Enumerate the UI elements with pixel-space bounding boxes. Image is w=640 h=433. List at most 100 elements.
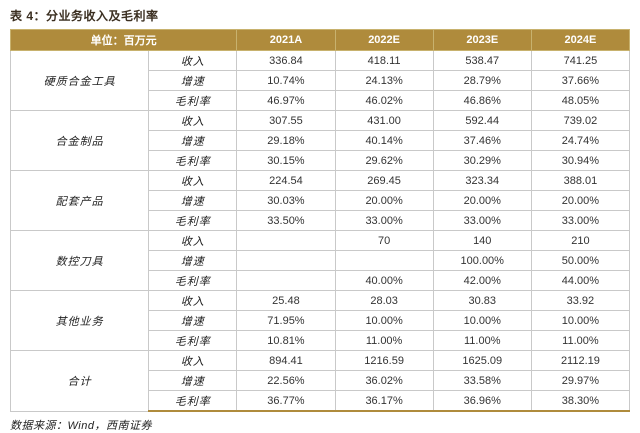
value-cell: 29.18% <box>236 130 336 151</box>
table-row: 增速 30.03% 20.00% 20.00% 20.00% <box>11 190 631 211</box>
table-row: 毛利率 40.00% 42.00% 44.00% <box>11 270 631 291</box>
value-cell: 30.94% <box>530 150 631 171</box>
value-cell: 36.17% <box>334 390 434 412</box>
table-row: 毛利率 10.81% 11.00% 11.00% 11.00% <box>11 330 631 351</box>
value-cell: 739.02 <box>530 110 631 131</box>
value-cell: 28.03 <box>334 290 434 311</box>
metric-cell: 收入 <box>148 110 238 131</box>
value-cell: 24.74% <box>530 130 631 151</box>
value-cell: 894.41 <box>236 350 336 371</box>
metric-cell: 毛利率 <box>148 270 238 291</box>
value-cell: 37.46% <box>432 130 532 151</box>
value-cell: 224.54 <box>236 170 336 191</box>
table-row: 增速 29.18% 40.14% 37.46% 24.74% <box>11 130 631 151</box>
value-cell: 30.83 <box>432 290 532 311</box>
value-cell <box>236 230 336 251</box>
value-cell: 741.25 <box>530 50 631 71</box>
value-cell <box>236 250 336 271</box>
value-cell: 22.56% <box>236 370 336 391</box>
value-cell: 36.77% <box>236 390 336 412</box>
value-cell: 30.15% <box>236 150 336 171</box>
group-name-cell: 合金制品 <box>9 110 150 171</box>
value-cell: 269.45 <box>334 170 434 191</box>
value-cell: 36.02% <box>334 370 434 391</box>
value-cell: 48.05% <box>530 90 631 111</box>
value-cell: 336.84 <box>236 50 336 71</box>
value-cell: 29.97% <box>530 370 631 391</box>
value-cell: 36.96% <box>432 390 532 412</box>
value-cell: 28.79% <box>432 70 532 91</box>
table-row: 毛利率 36.77% 36.17% 36.96% 38.30% <box>11 390 631 412</box>
value-cell: 10.00% <box>432 310 532 331</box>
value-cell: 40.00% <box>334 270 434 291</box>
value-cell: 1216.59 <box>334 350 434 371</box>
value-cell: 33.00% <box>432 210 532 231</box>
value-cell: 40.14% <box>334 130 434 151</box>
value-cell: 33.00% <box>334 210 434 231</box>
value-cell: 10.74% <box>236 70 336 91</box>
group-name-cell: 配套产品 <box>9 170 150 231</box>
value-cell: 46.86% <box>432 90 532 111</box>
value-cell: 46.02% <box>334 90 434 111</box>
value-cell: 29.62% <box>334 150 434 171</box>
table-row: 数控刀具 收入 70 140 210 <box>9 230 631 291</box>
metric-cell: 增速 <box>148 190 238 211</box>
value-cell: 10.00% <box>530 310 631 331</box>
metric-cell: 收入 <box>148 50 238 71</box>
table-title: 表 4：分业务收入及毛利率 <box>10 9 159 23</box>
table-row: 增速 10.74% 24.13% 28.79% 37.66% <box>11 70 631 91</box>
year-header-2022e: 2022E <box>334 29 434 51</box>
metric-cell: 毛利率 <box>148 90 238 111</box>
value-cell: 30.03% <box>236 190 336 211</box>
value-cell <box>236 270 336 291</box>
value-cell: 33.00% <box>530 210 631 231</box>
table-row: 增速 22.56% 36.02% 33.58% 29.97% <box>11 370 631 391</box>
value-cell: 1625.09 <box>432 350 532 371</box>
table-row: 增速 100.00% 50.00% <box>11 250 631 271</box>
metric-cell: 增速 <box>148 370 238 391</box>
metric-cell: 增速 <box>148 130 238 151</box>
value-cell: 11.00% <box>530 330 631 351</box>
value-cell: 10.00% <box>334 310 434 331</box>
metric-cell: 收入 <box>148 290 238 311</box>
value-cell: 323.34 <box>432 170 532 191</box>
value-cell: 2112.19 <box>530 350 631 371</box>
value-cell: 42.00% <box>432 270 532 291</box>
value-cell: 24.13% <box>334 70 434 91</box>
value-cell: 70 <box>334 230 434 251</box>
metric-cell: 增速 <box>148 250 238 271</box>
table-row: 合计 收入 894.41 1216.59 1625.09 2112.19 <box>9 350 631 412</box>
metric-cell: 毛利率 <box>148 330 238 351</box>
value-cell: 140 <box>432 230 532 251</box>
value-cell: 20.00% <box>530 190 631 211</box>
metric-cell: 毛利率 <box>148 390 238 412</box>
metric-cell: 毛利率 <box>148 150 238 171</box>
value-cell: 210 <box>530 230 631 251</box>
value-cell: 538.47 <box>432 50 532 71</box>
year-header-2024e: 2024E <box>530 29 631 51</box>
metric-cell: 毛利率 <box>148 210 238 231</box>
table-row: 其他业务 收入 25.48 28.03 30.83 33.92 <box>9 290 631 351</box>
value-cell: 11.00% <box>334 330 434 351</box>
value-cell: 38.30% <box>530 390 631 412</box>
table-header-row: 单位：百万元 2021A 2022E 2023E 2024E <box>9 29 631 51</box>
value-cell: 37.66% <box>530 70 631 91</box>
value-cell: 20.00% <box>334 190 434 211</box>
metric-cell: 收入 <box>148 170 238 191</box>
value-cell: 431.00 <box>334 110 434 131</box>
year-header-2023e: 2023E <box>432 29 532 51</box>
value-cell: 388.01 <box>530 170 631 191</box>
value-cell: 307.55 <box>236 110 336 131</box>
metric-cell: 增速 <box>148 310 238 331</box>
value-cell <box>334 250 434 271</box>
value-cell: 592.44 <box>432 110 532 131</box>
unit-header-cell: 单位：百万元 <box>9 29 238 51</box>
table-row: 合金制品 收入 307.55 431.00 592.44 739.02 <box>9 110 631 171</box>
year-header-2021a: 2021A <box>236 29 336 51</box>
value-cell: 11.00% <box>432 330 532 351</box>
value-cell: 10.81% <box>236 330 336 351</box>
metric-cell: 增速 <box>148 70 238 91</box>
group-name-cell: 其他业务 <box>9 290 150 351</box>
table-row: 毛利率 33.50% 33.00% 33.00% 33.00% <box>11 210 631 231</box>
